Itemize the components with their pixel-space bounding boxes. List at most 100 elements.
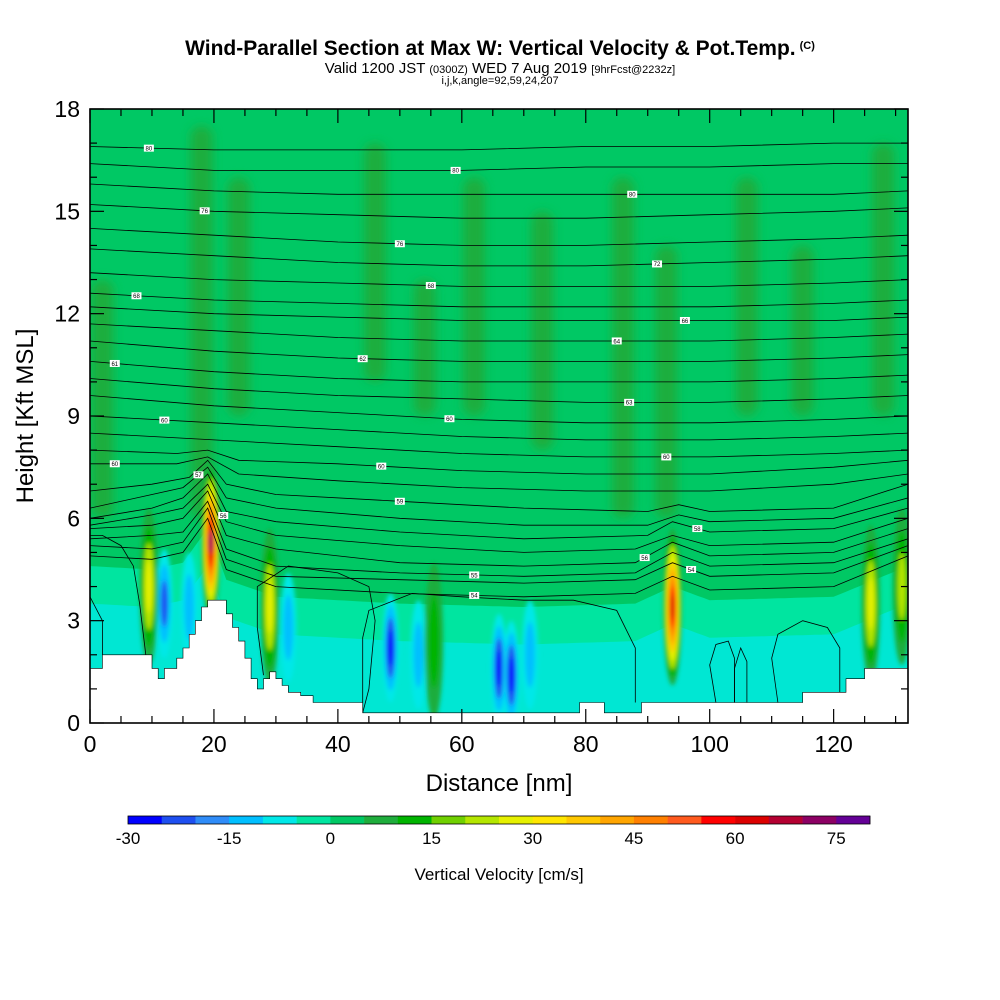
contour-label: 72 bbox=[654, 262, 661, 268]
contour-label-bg bbox=[109, 460, 120, 468]
zulu-time: (0300Z) bbox=[429, 64, 468, 76]
y-tick-label: 18 bbox=[54, 96, 80, 122]
colorbar-swatch bbox=[195, 816, 230, 824]
colorbar-swatch bbox=[431, 816, 466, 824]
y-tick-label: 6 bbox=[67, 505, 80, 531]
colorbar-swatch bbox=[802, 816, 837, 824]
contour-label-bg bbox=[394, 240, 405, 248]
contour-label-bg bbox=[199, 207, 210, 215]
updraft-core bbox=[670, 594, 675, 620]
downdraft-core bbox=[525, 622, 535, 688]
theta-contour bbox=[90, 340, 908, 362]
colorbar-swatch bbox=[465, 816, 500, 824]
updraft-streak bbox=[531, 211, 554, 451]
plot-area: 80 80 80 76 76 72 68 68 66 64 62 61 63 60 60 60 60 60 59 57… bbox=[90, 109, 908, 723]
colorbar-swatch bbox=[229, 816, 264, 824]
contour-label: 68 bbox=[427, 284, 434, 290]
contour-label-bg bbox=[394, 497, 405, 505]
low-level-contour bbox=[709, 640, 735, 703]
updraft-streak bbox=[735, 177, 758, 416]
downdraft-core bbox=[508, 657, 515, 694]
contour-label-bg bbox=[376, 462, 387, 470]
contour-label: 68 bbox=[133, 294, 140, 300]
theta-contour bbox=[90, 415, 908, 441]
contour-label-bg bbox=[218, 511, 229, 519]
theta-contour bbox=[90, 361, 908, 383]
x-tick-label: 120 bbox=[814, 731, 852, 757]
theta-contour bbox=[90, 323, 908, 342]
contour-label: 62 bbox=[359, 357, 366, 363]
theta-contour bbox=[90, 395, 908, 424]
contour-label-bg bbox=[624, 398, 635, 406]
colorbar-swatch bbox=[768, 816, 803, 824]
colorbar-tick-label: 45 bbox=[624, 829, 643, 848]
contour-label-bg bbox=[159, 416, 170, 424]
contour-label-bg bbox=[109, 359, 120, 367]
colorbar-tick-label: 30 bbox=[523, 829, 542, 848]
contour-label: 59 bbox=[397, 500, 404, 506]
contour-label: 54 bbox=[688, 568, 695, 574]
contour-label-bg bbox=[357, 355, 368, 363]
updraft-streak bbox=[91, 279, 114, 519]
contour-label: 80 bbox=[452, 169, 459, 175]
contour-label-bg bbox=[661, 453, 672, 461]
contour-label: 57 bbox=[195, 473, 202, 479]
downdraft-core bbox=[387, 629, 394, 667]
low-level-contour bbox=[256, 565, 376, 713]
colorbar-swatch bbox=[296, 816, 331, 824]
valid-date: WED 7 Aug 2019 bbox=[472, 60, 588, 77]
forecast-info: [9hrFcst@2232z] bbox=[591, 64, 676, 76]
x-axis-label: Distance [nm] bbox=[426, 770, 573, 797]
updraft-streak bbox=[791, 245, 814, 416]
copyright-mark: (C) bbox=[799, 40, 815, 52]
updraft-streak bbox=[190, 126, 213, 519]
updraft-core bbox=[266, 580, 273, 634]
contour-label-bg bbox=[686, 566, 697, 573]
x-tick-label: 60 bbox=[449, 731, 475, 757]
contour-label-bg bbox=[193, 471, 204, 479]
contour-label: 76 bbox=[397, 242, 404, 248]
colorbar-swatch bbox=[600, 816, 635, 824]
contour-label: 60 bbox=[111, 462, 118, 468]
downdraft-core bbox=[184, 574, 194, 640]
contour-label: 80 bbox=[629, 193, 636, 199]
updraft-core bbox=[208, 531, 213, 554]
colorbar-swatch bbox=[262, 816, 297, 824]
updraft-streak bbox=[872, 143, 895, 416]
low-level-contour bbox=[90, 535, 147, 655]
contour-label-bg bbox=[692, 525, 703, 533]
updraft-core bbox=[145, 560, 152, 613]
contour-label: 61 bbox=[111, 362, 118, 368]
theta-contour bbox=[90, 466, 908, 526]
downdraft-core bbox=[496, 650, 502, 687]
updraft-streak bbox=[227, 177, 250, 416]
contour-label-bg bbox=[639, 554, 650, 562]
low-level-contour bbox=[771, 620, 841, 703]
colorbar-tick-labels: -30 -15 0 15 30 45 60 75 bbox=[116, 829, 846, 848]
low-level-contour bbox=[362, 592, 636, 713]
contour-label: 56 bbox=[641, 556, 648, 562]
chart-title-text: Wind-Parallel Section at Max W: Vertical… bbox=[185, 37, 796, 60]
updraft-streak bbox=[364, 143, 387, 382]
contour-labels: 80 80 80 76 76 72 68 68 66 64 62 61 63 60 60 60 60 60 59 57… bbox=[109, 144, 703, 600]
low-level-contour bbox=[734, 646, 748, 703]
x-tick-label: 0 bbox=[84, 731, 97, 757]
colorbar-swatch bbox=[397, 816, 432, 824]
downdraft-core bbox=[160, 580, 168, 628]
colorbar-swatch bbox=[836, 816, 871, 824]
y-tick-label: 15 bbox=[54, 198, 80, 224]
theta-contour bbox=[90, 490, 908, 567]
chart-title: Wind-Parallel Section at Max W: Vertical… bbox=[0, 37, 1000, 61]
contour-label: 58 bbox=[694, 527, 701, 533]
updraft-streak bbox=[463, 177, 486, 416]
theta-contour bbox=[90, 306, 908, 321]
colorbar-swatch bbox=[667, 816, 702, 824]
contour-label: 60 bbox=[663, 455, 670, 461]
theta-contour bbox=[90, 517, 908, 598]
contour-label-bg bbox=[131, 292, 142, 300]
theta-contour bbox=[90, 507, 908, 584]
section-params: i,j,k,angle=92,59,24,207 bbox=[441, 75, 559, 87]
contour-label: 63 bbox=[626, 401, 633, 407]
colorbar-tick-label: 75 bbox=[827, 829, 846, 848]
